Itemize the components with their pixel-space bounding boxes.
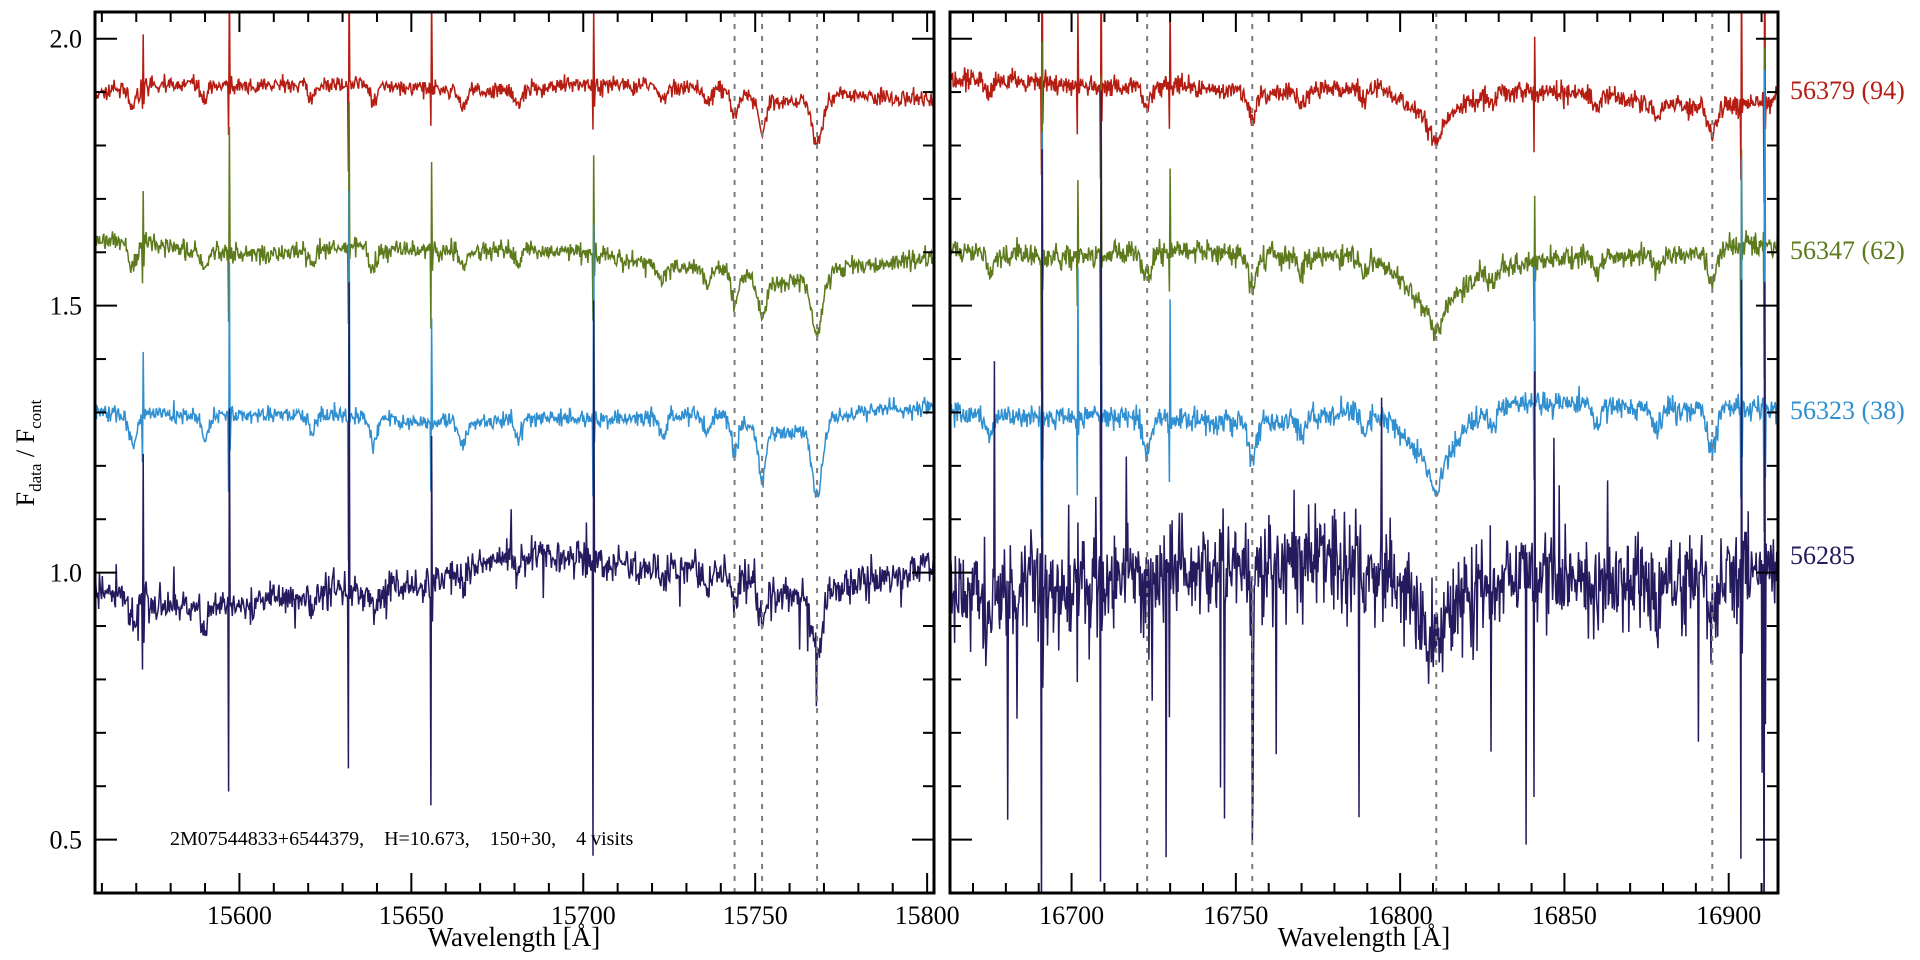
x-tick-label: 16750 xyxy=(1203,901,1268,930)
series-label-56347: 56347 (62) xyxy=(1790,236,1905,266)
y-axis-label-f: F xyxy=(11,491,40,507)
panel-border xyxy=(948,10,1780,895)
y-tick-label: 1.5 xyxy=(50,292,83,321)
x-tick-label: 16850 xyxy=(1532,901,1597,930)
x-tick-label: 15800 xyxy=(895,901,960,930)
series-label-56323: 56323 (38) xyxy=(1790,396,1905,426)
spectrum-line-56285 xyxy=(950,90,1778,893)
y-tick-label: 2.0 xyxy=(50,25,83,54)
spectrum-line-56285 xyxy=(95,282,934,856)
y-axis-label-div: / F xyxy=(11,428,40,464)
y-axis-label: Fdata / Fcont xyxy=(11,283,45,623)
spectrum-line-56379 xyxy=(950,12,1778,204)
x-tick-label: 15600 xyxy=(207,901,272,930)
y-axis-label-sub-cont: cont xyxy=(26,399,45,429)
spectrum-line-56323 xyxy=(950,69,1778,538)
x-tick-label: 15700 xyxy=(551,901,616,930)
spectrum-line-56347 xyxy=(95,101,934,338)
series-label-56379: 56379 (94) xyxy=(1790,76,1905,106)
spectrum-line-56347 xyxy=(950,41,1778,392)
x-axis-label-left: Wavelength [Å] xyxy=(427,922,601,952)
y-axis-label-sub-data: data xyxy=(26,463,45,492)
target-annotation: 2M07544833+6544379, H=10.673, 150+30, 4 … xyxy=(170,828,634,850)
spectrum-line-56323 xyxy=(95,190,934,561)
x-tick-label: 15750 xyxy=(723,901,788,930)
spectrum-line-56379 xyxy=(95,12,934,172)
y-tick-label: 0.5 xyxy=(50,826,83,855)
panel-border xyxy=(93,10,936,895)
x-axis-label-right: Wavelength [Å] xyxy=(1277,922,1451,952)
series-label-56285: 56285 xyxy=(1790,540,1855,570)
x-tick-label: 16900 xyxy=(1696,901,1761,930)
x-tick-label: 15650 xyxy=(379,901,444,930)
y-tick-label: 1.0 xyxy=(50,559,83,588)
x-tick-label: 16800 xyxy=(1368,901,1433,930)
x-tick-label: 16700 xyxy=(1039,901,1104,930)
